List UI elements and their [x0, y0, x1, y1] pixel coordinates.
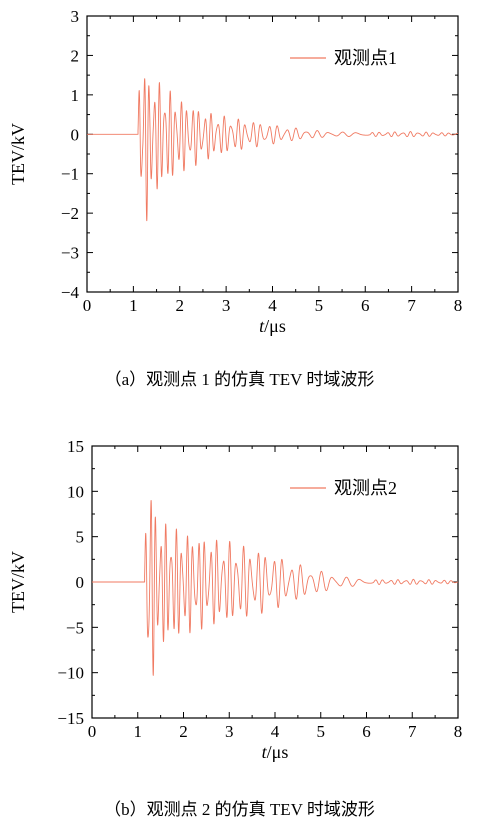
- y-tick-label-a: 1: [71, 86, 80, 105]
- y-axis-label-b: TEV/kV: [8, 551, 28, 613]
- x-tick-label-a: 6: [361, 296, 370, 315]
- y-tick-label-b: 10: [67, 482, 84, 501]
- y-tick-label-b: 5: [76, 528, 85, 547]
- x-tick-label-b: 1: [134, 722, 143, 741]
- x-tick-label-a: 5: [315, 296, 324, 315]
- x-tick-label-b: 7: [408, 722, 417, 741]
- chart-a-legend: 观测点1: [290, 48, 397, 68]
- series-line-a-0: [87, 78, 459, 222]
- y-tick-label-a: 0: [71, 125, 80, 144]
- y-tick-label-a: −2: [61, 204, 79, 223]
- y-tick-label-a: −4: [61, 283, 80, 302]
- caption-a: （a）观测点 1 的仿真 TEV 时域波形: [104, 370, 375, 389]
- caption-b: （b）观测点 2 的仿真 TEV 时域波形: [104, 800, 375, 819]
- y-axis-label-a: TEV/kV: [8, 123, 28, 185]
- x-tick-label-a: 4: [268, 296, 277, 315]
- chart-a-axes: 0 1 2 3 4 5 6 7 8 3 2 1 0 −1 −2 −3 −4 t/μs TEV/kV: [8, 7, 462, 336]
- x-tick-label-b: 6: [362, 722, 371, 741]
- y-tick-label-a: −1: [61, 165, 79, 184]
- y-tick-label-a: 2: [71, 46, 80, 65]
- y-tick-label-a: −3: [61, 244, 79, 263]
- x-tick-label-a: 7: [407, 296, 416, 315]
- chart-a: 0 1 2 3 4 5 6 7 8 3 2 1 0 −1 −2 −3 −4 t/μs TEV/kV 观测点1: [8, 7, 462, 336]
- chart-b-axes: 0 1 2 3 4 5 6 7 8 15 10 5 0 −5 −10 −15 t/μs TEV/kV: [8, 437, 462, 762]
- x-tick-label-b: 5: [317, 722, 326, 741]
- chart-b: 0 1 2 3 4 5 6 7 8 15 10 5 0 −5 −10 −15 t/μs TEV/kV 观测点2: [8, 437, 462, 762]
- x-tick-label-b: 2: [179, 722, 188, 741]
- x-tick-label-a: 3: [222, 296, 231, 315]
- x-tick-label-a: 8: [454, 296, 463, 315]
- legend-label-a: 观测点1: [334, 48, 397, 68]
- x-tick-label-a: 0: [83, 296, 92, 315]
- x-tick-label-a: 2: [176, 296, 185, 315]
- x-tick-label-b: 0: [88, 722, 97, 741]
- y-tick-label-b: −15: [57, 709, 84, 728]
- x-axis-label-a: t/μs: [259, 316, 286, 336]
- chart-b-legend: 观测点2: [290, 478, 397, 498]
- y-tick-label-b: −10: [57, 664, 84, 683]
- chart-a-series: [87, 78, 459, 222]
- series-line-b-0: [92, 499, 459, 676]
- x-axis-label-b: t/μs: [262, 742, 289, 762]
- y-tick-label-b: 15: [67, 437, 84, 456]
- x-tick-label-b: 4: [271, 722, 280, 741]
- chart-b-series: [92, 499, 459, 676]
- y-tick-label-b: −5: [66, 618, 84, 637]
- y-tick-label-b: 0: [76, 573, 85, 592]
- legend-label-b: 观测点2: [334, 478, 397, 498]
- x-tick-label-b: 3: [225, 722, 234, 741]
- y-tick-label-a: 3: [71, 7, 80, 26]
- x-tick-label-a: 1: [129, 296, 138, 315]
- x-tick-label-b: 8: [454, 722, 463, 741]
